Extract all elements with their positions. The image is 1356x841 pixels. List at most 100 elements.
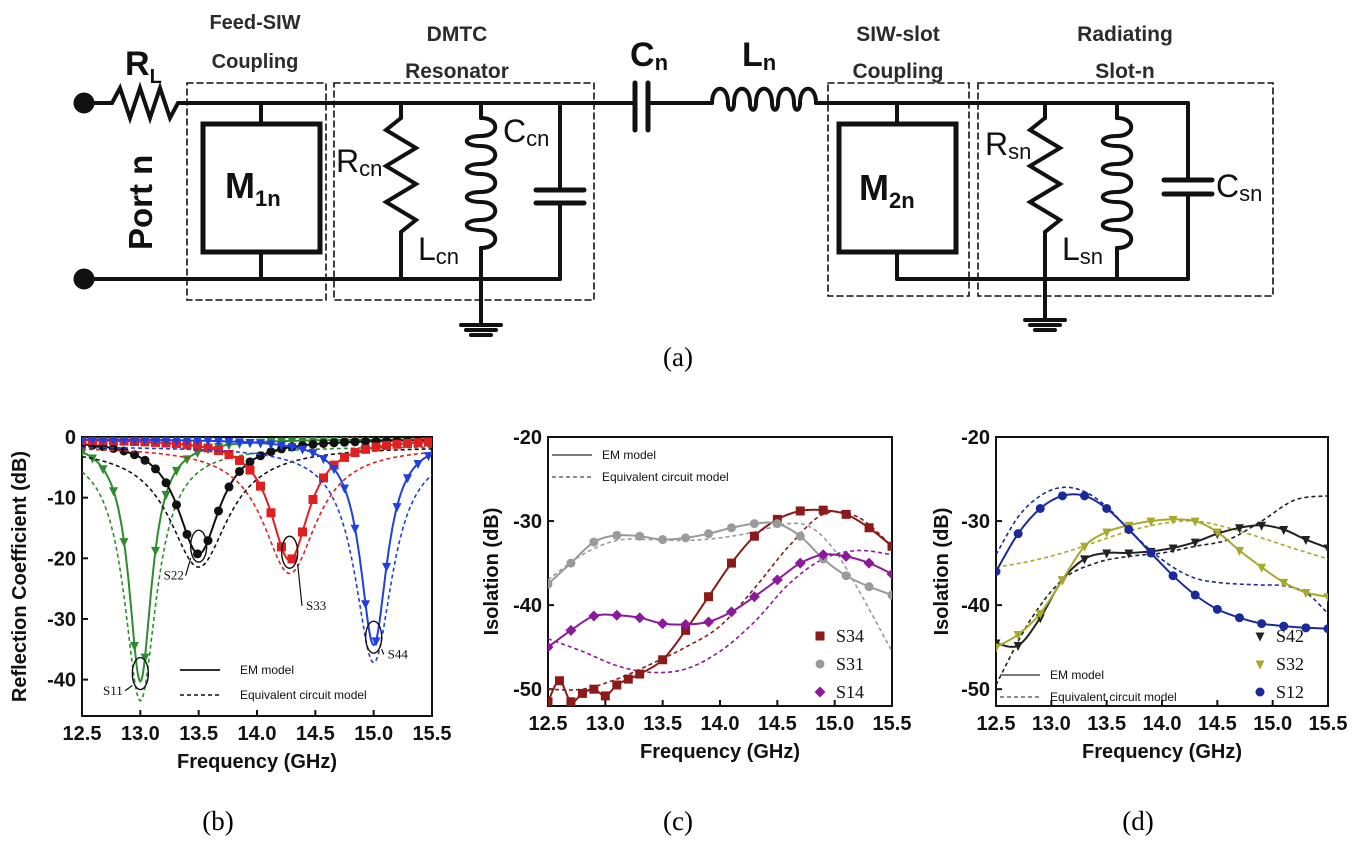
series-s34-marker xyxy=(600,691,610,701)
series-s34-marker xyxy=(554,676,564,686)
x-tick-label: 15.0 xyxy=(1253,713,1292,735)
series-s14-marker xyxy=(703,616,715,628)
series-s11-marker xyxy=(109,487,118,497)
series-s32-marker xyxy=(1035,610,1045,620)
series-s22-marker xyxy=(214,506,223,516)
annotation-ellipse xyxy=(131,656,150,691)
x-tick-label: 15.5 xyxy=(1309,713,1348,735)
y-tick-label: -10 xyxy=(47,488,76,510)
series-s22-marker xyxy=(224,482,234,492)
x-tick-label: 13.0 xyxy=(121,723,160,745)
series-s44-marker xyxy=(88,437,97,446)
legend-marker-s32 xyxy=(1255,660,1265,670)
series-s32-marker xyxy=(1057,576,1067,586)
series-s22-marker xyxy=(151,464,160,474)
series-s14-marker xyxy=(548,641,554,653)
series-s12-marker xyxy=(1080,491,1090,501)
rad-label-1: Radiating xyxy=(1077,23,1173,46)
annotation-label-s22: S22 xyxy=(164,568,184,583)
series-s32-marker xyxy=(1323,593,1328,603)
series-s44-marker xyxy=(361,600,370,610)
series-s31-circuit-line xyxy=(548,522,892,652)
legend-label-s14: S14 xyxy=(836,682,864,702)
inductor-ln xyxy=(710,86,818,112)
series-s14-marker xyxy=(565,624,577,636)
y-axis-label: Reflection Coefficient (dB) xyxy=(9,451,31,702)
x-tick-label: 13.5 xyxy=(1087,713,1126,735)
legend-label-circuit: Equivalent circuit model xyxy=(602,470,729,484)
series-s14-marker xyxy=(748,591,760,603)
series-s12-marker xyxy=(996,567,1001,576)
series-s31-marker xyxy=(566,558,576,568)
series-s14-marker xyxy=(725,606,737,618)
plot-area xyxy=(996,486,1328,686)
series-s33-marker xyxy=(256,481,265,491)
ground-symbol-1 xyxy=(459,323,503,337)
x-tick-label: 13.0 xyxy=(586,713,625,735)
rl-label: RL xyxy=(125,45,162,88)
series-s11-marker xyxy=(98,465,108,475)
series-s32-marker xyxy=(1080,542,1090,552)
series-s32-em-line xyxy=(996,518,1328,649)
series-s44-marker xyxy=(319,455,328,465)
x-axis-label: Frequency (GHz) xyxy=(1082,741,1242,763)
y-tick-label: -30 xyxy=(961,511,990,533)
series-s14-marker xyxy=(817,549,829,561)
series-s22-marker xyxy=(319,438,328,448)
series-s14-marker xyxy=(840,550,852,562)
series-s14-marker xyxy=(886,568,892,580)
series-s34-marker xyxy=(726,558,736,568)
y-tick-label: -30 xyxy=(47,609,76,631)
x-tick-label: 12.5 xyxy=(529,713,568,735)
series-s22-marker xyxy=(172,500,181,510)
series-s34-marker xyxy=(704,592,714,602)
series-s44-marker xyxy=(161,437,171,446)
x-tick-label: 14.0 xyxy=(1143,713,1182,735)
plot-area xyxy=(82,437,432,702)
series-s14-marker xyxy=(771,574,783,586)
series-s33-marker xyxy=(319,473,328,483)
series-s44-marker xyxy=(82,437,86,445)
series-s44-em-line xyxy=(82,438,432,647)
resistor-rcn xyxy=(382,116,420,281)
series-s32-marker xyxy=(1102,528,1112,538)
series-s31-marker xyxy=(887,590,892,600)
resistor-rsn xyxy=(1026,116,1064,281)
series-s22-marker xyxy=(140,455,150,465)
series-s12-marker xyxy=(1279,621,1289,631)
series-s12-marker xyxy=(1013,529,1023,539)
series-s22-marker xyxy=(130,450,139,460)
csn-label: Csn xyxy=(1216,168,1262,206)
feed-label-2: Coupling xyxy=(212,51,299,73)
series-s22-marker xyxy=(235,466,244,476)
series-s12-marker xyxy=(1323,624,1328,634)
series-s12-marker xyxy=(1168,571,1178,581)
series-s22-marker xyxy=(308,439,318,449)
series-s44-marker xyxy=(256,439,265,449)
series-s33-marker xyxy=(329,460,339,470)
x-tick-label: 12.5 xyxy=(977,713,1016,735)
series-s44-marker xyxy=(203,437,213,447)
series-s31-em-line xyxy=(548,521,892,596)
caption-b: (b) xyxy=(202,806,233,836)
series-s44-marker xyxy=(287,443,297,453)
annotation-label-s33: S33 xyxy=(306,598,326,613)
caption-c: (c) xyxy=(663,806,693,836)
annotation-pointer xyxy=(124,685,133,692)
series-s22-marker xyxy=(340,437,349,447)
series-s44-marker xyxy=(140,437,150,446)
series-s44-marker xyxy=(109,437,118,446)
annotation-pointer xyxy=(381,648,385,655)
port-label: Port n xyxy=(122,155,159,250)
y-tick-label: 0 xyxy=(65,427,76,449)
y-tick-label: -50 xyxy=(513,679,542,701)
series-s42-marker xyxy=(1124,549,1134,559)
series-s12-marker xyxy=(1257,619,1267,629)
series-s42-marker xyxy=(1080,555,1090,565)
annotation-ellipse xyxy=(189,529,208,563)
series-s14-marker xyxy=(680,618,692,630)
series-s44-marker xyxy=(172,437,181,446)
series-s42-marker xyxy=(1234,524,1244,534)
series-s11-marker xyxy=(82,448,87,458)
series-s14-marker xyxy=(588,610,600,622)
